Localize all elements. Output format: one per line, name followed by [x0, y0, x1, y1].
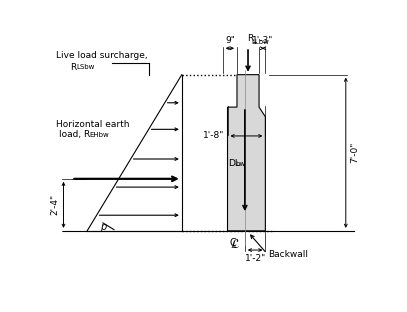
Text: Live load surcharge,: Live load surcharge, [56, 51, 147, 60]
Text: bw: bw [235, 161, 245, 167]
Text: LLbw: LLbw [251, 39, 269, 45]
Text: 2'-4": 2'-4" [51, 194, 60, 215]
Text: 1'-3": 1'-3" [252, 37, 273, 45]
Text: R: R [70, 63, 77, 72]
Text: 1'-2": 1'-2" [245, 254, 266, 263]
Text: EHbw: EHbw [90, 132, 109, 138]
Text: 7'-0": 7'-0" [350, 142, 359, 163]
Text: Backwall: Backwall [269, 250, 309, 259]
Polygon shape [228, 75, 265, 231]
Text: C: C [229, 238, 236, 248]
Text: 1'-8": 1'-8" [203, 131, 224, 140]
Text: R: R [247, 34, 254, 43]
Text: $\mathcal{L}$: $\mathcal{L}$ [230, 237, 240, 251]
Text: load, R: load, R [59, 130, 90, 139]
Text: DL: DL [228, 159, 240, 168]
Text: p: p [100, 222, 106, 232]
Text: LSbw: LSbw [77, 64, 95, 70]
Text: 9": 9" [225, 37, 235, 45]
Text: Horizontal earth: Horizontal earth [56, 120, 129, 129]
